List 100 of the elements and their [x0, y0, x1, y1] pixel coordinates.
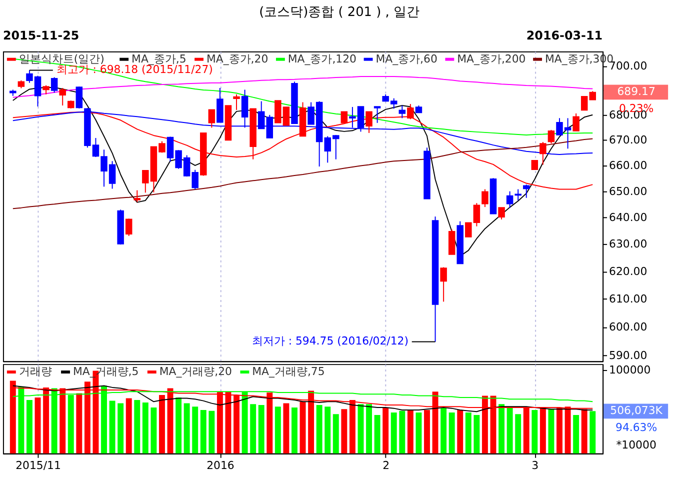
bar [506, 406, 513, 454]
bar [332, 414, 339, 454]
bar [324, 406, 331, 454]
candlestick [50, 76, 58, 94]
bar [192, 406, 198, 454]
bar [208, 410, 215, 454]
bar [26, 400, 32, 454]
candlestick [540, 142, 546, 166]
y-tick-label: 670.00 [609, 133, 648, 146]
legend-title: 일본식차트(일간) [18, 52, 104, 66]
bar [341, 409, 348, 454]
candlestick [440, 266, 447, 302]
bar [159, 394, 165, 454]
candlestick [572, 112, 580, 132]
annotation: 최저가 : 594.75 (2016/02/12) [252, 334, 408, 348]
legend-label: MA_종가,120 [288, 52, 357, 66]
candlestick [59, 87, 66, 106]
legend-label: MA_종가,20 [206, 52, 268, 66]
bar [457, 410, 464, 454]
bar [399, 410, 406, 454]
bar [250, 404, 256, 454]
candlestick [76, 86, 83, 109]
candlestick [448, 229, 456, 255]
candlestick [42, 84, 50, 95]
candlestick [498, 207, 505, 220]
chart-title: (코스닥)종합 ( 201 ) , 일간 [259, 5, 420, 20]
bar [374, 415, 380, 454]
bar [34, 397, 41, 454]
bar [150, 407, 157, 454]
bar [316, 404, 322, 454]
candlestick [548, 129, 555, 144]
bar [390, 412, 397, 454]
bar [590, 411, 596, 454]
text: 94.63% [616, 421, 658, 434]
y-tick-label: 100000 [609, 363, 651, 376]
bar [76, 393, 82, 454]
candlestick [374, 106, 381, 124]
bar [532, 410, 538, 454]
bar [184, 403, 190, 454]
candlestick [398, 104, 406, 119]
candlestick [266, 114, 274, 138]
candlestick [482, 188, 488, 208]
y-tick-label: 650.00 [609, 184, 648, 198]
bar [498, 404, 505, 454]
candlestick [125, 218, 132, 236]
bar [134, 400, 140, 454]
candlestick [134, 190, 141, 203]
legend-label: MA_거래량,20 [159, 364, 232, 378]
annotation: 최고가 : 698.18 (2015/11/27) [56, 63, 213, 76]
y-tick-label: 630.00 [609, 238, 648, 251]
x-tick-label: 3 [532, 458, 539, 472]
line-series [12, 76, 594, 98]
bar [292, 407, 298, 454]
bar [109, 400, 116, 454]
candlestick [506, 190, 514, 208]
y-tick-label: 600.00 [609, 320, 648, 334]
candlestick [531, 160, 538, 170]
bar [548, 409, 554, 454]
candlestick [522, 184, 530, 198]
candlestick [216, 87, 224, 123]
bar [274, 406, 281, 454]
x-tick-label: 2016 [206, 458, 234, 472]
y-tick-label: 640.00 [609, 211, 648, 224]
candlestick [233, 94, 240, 110]
y-tick-label: 620.00 [609, 264, 648, 278]
y-tick-label: 660.00 [609, 158, 648, 172]
bar [366, 404, 372, 454]
bar [465, 412, 472, 454]
text: 689.17 [617, 85, 656, 98]
text: 2015-11-25 [2, 28, 80, 42]
legend-label: MA_종가,200 [457, 52, 526, 66]
bar [474, 415, 480, 454]
bar [424, 410, 430, 454]
bar [407, 410, 414, 454]
x-tick-label: 2015/11 [16, 458, 61, 472]
legend-label: MA_종가,5 [132, 52, 186, 66]
line-series [12, 138, 594, 210]
bar [283, 403, 290, 454]
legend-label: MA_거래량,75 [252, 364, 325, 378]
y-tick-label: 610.00 [609, 292, 648, 306]
bar [440, 407, 447, 454]
bar [448, 412, 455, 454]
text: 2016-03-11 [526, 28, 603, 42]
bar [382, 407, 389, 454]
text: 506,073K [610, 404, 664, 418]
bar [200, 410, 206, 454]
legend-label: MA_거래량,5 [72, 364, 139, 378]
bar [142, 402, 148, 454]
legend-label: MA_종가,60 [376, 52, 438, 66]
bar [126, 398, 132, 454]
text: *10000 [616, 438, 656, 452]
x-tick-label: 2 [382, 458, 390, 472]
bar [358, 404, 364, 454]
bar [416, 412, 422, 454]
y-tick-label: 590.00 [609, 348, 648, 362]
legend-label: 거래량 [18, 364, 52, 378]
bar [118, 403, 124, 454]
bar [515, 414, 522, 454]
bar [176, 397, 182, 454]
candlestick [208, 109, 216, 128]
